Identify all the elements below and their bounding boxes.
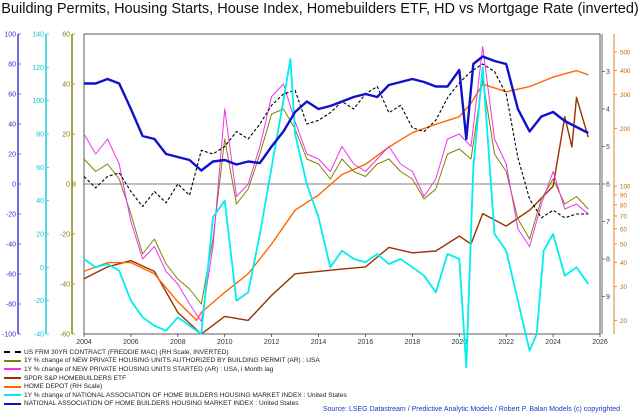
cyan-tick-label: 140 xyxy=(32,32,44,39)
blue-tick-label: 100 xyxy=(4,32,16,39)
legend-entry: 1Y % change of NEW PRIVATE HOUSING UNITS… xyxy=(4,365,524,374)
series-line-3 xyxy=(83,96,589,335)
legend-entry: NATIONAL ASSOCIATION OF HOME BUILDERS HO… xyxy=(4,400,524,409)
chart-title: Building Permits, Housing Starts, House … xyxy=(1,1,639,17)
log-tick-label: 40 xyxy=(620,260,627,267)
cyan-tick-label: 120 xyxy=(32,65,44,72)
series-line-0 xyxy=(83,63,589,219)
series-line-6 xyxy=(84,55,589,172)
log-tick-label: 200 xyxy=(620,126,631,133)
cyan-tick-label: 20 xyxy=(36,232,44,239)
x-tick-label: 2018 xyxy=(405,339,421,346)
series-line-2 xyxy=(83,46,589,322)
x-tick-label: 2008 xyxy=(170,339,186,346)
x-tick-label: 2014 xyxy=(311,339,327,346)
olive-tick-label: 0 xyxy=(66,182,70,189)
log-tick-label: 90 xyxy=(620,192,627,199)
x-tick-label: 2024 xyxy=(545,339,561,346)
legend-label: 1Y % change of NATIONAL ASSOCIATION OF H… xyxy=(24,391,347,399)
mortgage_inverted-tick-label: 7 xyxy=(606,219,610,226)
legend-entry: US FRM 30YR CONTRACT (FREDDIE MAC) (RH S… xyxy=(4,348,524,357)
blue-tick-label: -60 xyxy=(6,272,16,279)
log-tick-label: 30 xyxy=(620,284,627,291)
x-tick-label: 2016 xyxy=(358,339,374,346)
legend-swatch xyxy=(4,351,21,354)
legend-label: NATIONAL ASSOCIATION OF HOME BUILDERS HO… xyxy=(24,400,299,408)
cyan-tick-label: -20 xyxy=(34,298,44,305)
cyan-tick-label: 100 xyxy=(32,98,44,105)
legend-swatch xyxy=(4,359,21,362)
blue-tick-label: 60 xyxy=(8,92,16,99)
series-line-4 xyxy=(83,69,589,322)
cyan-tick-label: 60 xyxy=(36,165,44,172)
log-tick-label: 60 xyxy=(620,226,627,233)
blue-tick-label: 80 xyxy=(8,62,16,69)
legend-label: 1Y % change of NEW PRIVATE HOUSING UNITS… xyxy=(24,365,274,373)
mortgage_inverted-tick-label: 6 xyxy=(606,182,610,189)
legend-swatch xyxy=(4,402,21,405)
legend-entry: 1Y % change of NEW PRIVATE HOUSING UNITS… xyxy=(4,357,524,366)
blue-tick-label: -40 xyxy=(6,242,16,249)
mortgage_inverted-tick-label: 3 xyxy=(606,69,610,76)
olive-tick-label: -40 xyxy=(60,282,70,289)
legend-label: 1Y % change of NEW PRIVATE HOUSING UNITS… xyxy=(24,357,320,365)
blue-tick-label: 20 xyxy=(8,152,16,159)
olive-tick-label: 20 xyxy=(62,132,70,139)
log-tick-label: 50 xyxy=(620,242,627,249)
x-tick-label: 2020 xyxy=(451,339,467,346)
cyan-tick-label: 80 xyxy=(36,132,44,139)
x-tick-label: 2012 xyxy=(264,339,280,346)
mortgage_inverted-tick-label: 9 xyxy=(606,294,610,301)
legend-swatch xyxy=(4,377,21,380)
blue-tick-label: 0 xyxy=(12,182,16,189)
legend-swatch xyxy=(4,394,21,397)
x-tick-label: 2004 xyxy=(76,339,92,346)
olive-tick-label: 40 xyxy=(62,82,70,89)
x-tick-label: 2006 xyxy=(123,339,139,346)
legend-label: SPDR S&P HOMEBUILDERS ETF xyxy=(24,374,127,382)
x-tick-label: 2010 xyxy=(217,339,233,346)
zero-line-label: 0 xyxy=(72,182,76,189)
log-tick-label: 70 xyxy=(620,213,627,220)
legend-swatch xyxy=(4,385,21,388)
series-line-1 xyxy=(83,78,589,305)
blue-tick-label: -100 xyxy=(2,332,16,339)
axes: 2004 2006 2008 2010 2012 2014 2016 2018 2020 2022… xyxy=(2,32,631,347)
source-note: Source: LSEG Datastream / Predictive Ana… xyxy=(322,406,620,413)
olive-tick-label: -60 xyxy=(60,332,70,339)
legend-entry: 1Y % change of NATIONAL ASSOCIATION OF H… xyxy=(4,391,524,400)
legend-swatch xyxy=(4,368,21,371)
log-tick-label: 300 xyxy=(620,92,631,99)
mortgage_inverted-tick-label: 8 xyxy=(606,257,610,264)
blue-tick-label: -80 xyxy=(6,302,16,309)
blue-tick-label: -20 xyxy=(6,212,16,219)
olive-tick-label: 60 xyxy=(62,32,70,39)
x-tick-label: 2022 xyxy=(498,339,514,346)
log-tick-label: 400 xyxy=(620,68,631,75)
series-group xyxy=(83,46,590,369)
cyan-tick-label: 40 xyxy=(36,198,44,205)
series-line-5 xyxy=(83,58,590,369)
blue-tick-label: 40 xyxy=(8,122,16,129)
legend-label: HOME DEPOT (RH Scale) xyxy=(24,383,103,391)
legend-label: US FRM 30YR CONTRACT (FREDDIE MAC) (RH S… xyxy=(24,348,229,356)
cyan-tick-label: 0 xyxy=(40,265,44,272)
legend: US FRM 30YR CONTRACT (FREDDIE MAC) (RH S… xyxy=(4,348,524,408)
legend-entry: HOME DEPOT (RH Scale) xyxy=(4,382,524,391)
mortgage_inverted-tick-label: 5 xyxy=(606,144,610,151)
olive-tick-label: -20 xyxy=(60,232,70,239)
x-tick-label: 2026 xyxy=(592,339,608,346)
mortgage_inverted-tick-label: 4 xyxy=(606,107,610,114)
log-tick-label: 20 xyxy=(620,318,627,325)
log-tick-label: 100 xyxy=(620,184,631,191)
log-tick-label: 500 xyxy=(620,49,631,56)
cyan-tick-label: -40 xyxy=(34,332,44,339)
legend-entry: SPDR S&P HOMEBUILDERS ETF xyxy=(4,374,524,383)
log-tick-label: 80 xyxy=(620,202,627,209)
